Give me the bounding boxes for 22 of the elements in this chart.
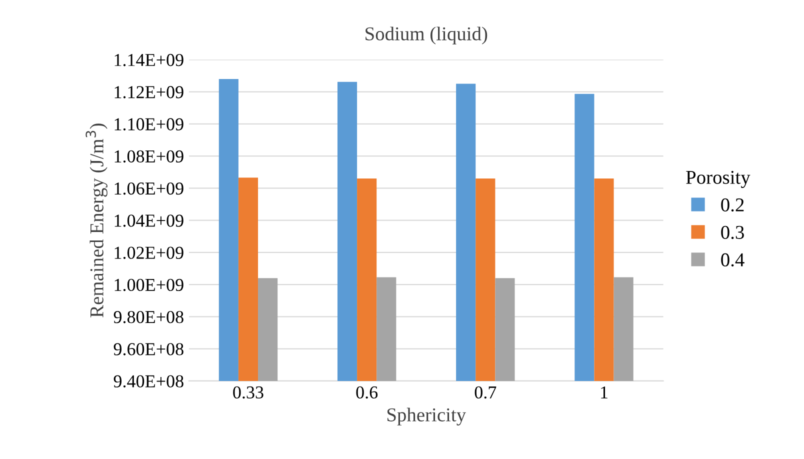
- x-tick-label: 0.6: [356, 386, 378, 399]
- y-tick-label: 9.40E+08: [114, 375, 184, 388]
- x-tick-label: 0.33: [233, 386, 264, 399]
- y-tick-label: 1.14E+09: [114, 54, 184, 66]
- y-tick-label: 1.12E+09: [114, 86, 184, 98]
- x-tick-label: 1: [601, 386, 608, 398]
- y-axis-title: Remained Energy (J/m$^{3}$): [86, 124, 108, 318]
- y-tick-label: 1.10E+09: [114, 118, 184, 130]
- y-tick-label: 1.08E+09: [114, 150, 184, 163]
- y-tick-label: 1.00E+09: [114, 278, 184, 292]
- x-axis-title: Sphericity: [387, 408, 466, 426]
- legend-label: 0.3: [721, 226, 744, 240]
- y-tick-label: 1.04E+09: [114, 214, 184, 227]
- legend-title: Porosity: [686, 170, 750, 188]
- chart-title: Sodium (liquid): [366, 26, 488, 44]
- y-tick-label: 9.60E+08: [114, 343, 184, 356]
- y-tick-label: 1.02E+09: [114, 246, 184, 259]
- legend-label: 0.2: [721, 198, 744, 212]
- legend-label: 0.4: [721, 253, 744, 267]
- y-tick-label: 1.06E+09: [114, 182, 184, 195]
- y-tick-label: 9.80E+08: [114, 310, 184, 324]
- x-tick-label: 0.7: [474, 386, 496, 399]
